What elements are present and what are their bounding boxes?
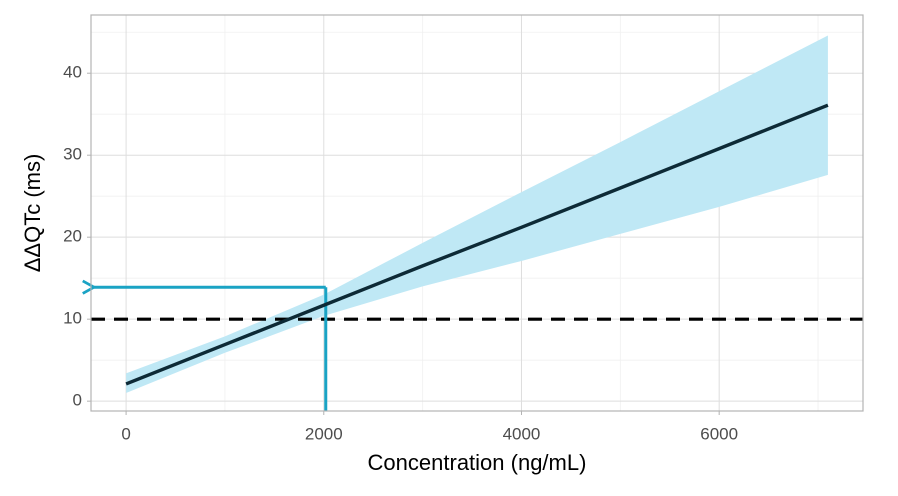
y-tick-label: 10 [63,309,82,328]
x-tick-label: 0 [121,424,130,443]
y-tick-label: 40 [63,63,82,82]
y-tick-label: 30 [63,145,82,164]
line [125,103,829,386]
y-tick-label: 0 [73,391,82,410]
x-tick-label: 6000 [700,424,738,443]
y-tick-label: 20 [63,227,82,246]
x-axis-title: Concentration (ng/mL) [368,450,587,475]
confidence-band [126,35,828,393]
y-axis-title: ΔΔQTc (ms) [20,154,45,273]
x-tick-label: 2000 [305,424,343,443]
panel-border [90,14,864,412]
x-tick-label: 4000 [503,424,541,443]
